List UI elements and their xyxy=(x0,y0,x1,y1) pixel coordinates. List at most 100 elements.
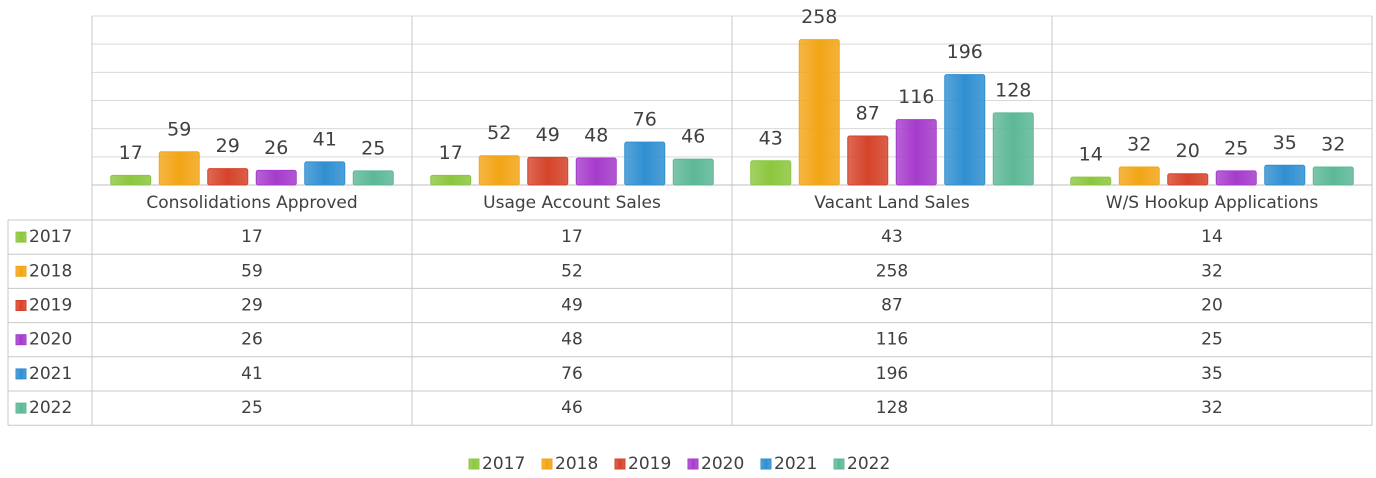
legend-key xyxy=(541,458,553,470)
table-cell: 59 xyxy=(241,261,263,281)
data-label: 20 xyxy=(1176,140,1200,162)
legend-key xyxy=(760,458,772,470)
data-label: 46 xyxy=(681,126,705,148)
table-row-label: 2022 xyxy=(29,398,72,418)
legend-key xyxy=(15,265,27,277)
bar xyxy=(798,39,840,186)
table-cell: 32 xyxy=(1201,398,1223,418)
legend-key xyxy=(15,402,27,414)
table-cell: 25 xyxy=(1201,330,1223,350)
data-label: 14 xyxy=(1079,144,1103,166)
x-tick-label: Usage Account Sales xyxy=(483,193,661,213)
legend-label: 2022 xyxy=(847,454,890,474)
bar xyxy=(478,155,520,186)
bar xyxy=(575,157,617,186)
bar xyxy=(352,170,394,186)
legend-key xyxy=(15,334,27,346)
data-label: 17 xyxy=(439,142,463,164)
data-label: 52 xyxy=(487,122,511,144)
table-row-label: 2021 xyxy=(29,364,72,384)
data-label: 41 xyxy=(313,128,337,150)
data-label: 116 xyxy=(898,86,934,108)
bar xyxy=(430,174,472,186)
x-tick-label: Vacant Land Sales xyxy=(814,193,970,213)
table-row-label: 2017 xyxy=(29,227,72,247)
legend-label: 2017 xyxy=(482,454,525,474)
data-label: 87 xyxy=(856,102,880,124)
table-cell: 26 xyxy=(241,330,263,350)
table-cell: 46 xyxy=(561,398,583,418)
bar xyxy=(1118,166,1160,186)
table-cell: 17 xyxy=(561,227,583,247)
data-label: 196 xyxy=(947,41,983,63)
legend-key xyxy=(833,458,845,470)
data-label: 17 xyxy=(119,142,143,164)
table-cell: 35 xyxy=(1201,364,1223,384)
table-cell: 258 xyxy=(876,261,908,281)
data-label: 29 xyxy=(216,135,240,157)
bar xyxy=(1070,176,1112,186)
legend-label: 2021 xyxy=(774,454,817,474)
table-cell: 32 xyxy=(1201,261,1223,281)
bar xyxy=(158,151,200,186)
legend-key xyxy=(15,300,27,311)
bar xyxy=(624,141,666,186)
data-label: 258 xyxy=(801,6,837,28)
bar xyxy=(895,119,937,186)
table-cell: 48 xyxy=(561,330,583,350)
data-label: 35 xyxy=(1273,132,1297,154)
bar xyxy=(1167,173,1209,186)
data-label: 26 xyxy=(264,137,288,159)
data-label: 32 xyxy=(1321,133,1345,155)
legend-key xyxy=(614,458,626,470)
table-cell: 128 xyxy=(876,398,908,418)
x-tick-label: W/S Hookup Applications xyxy=(1106,193,1319,213)
bar xyxy=(1215,170,1257,186)
table-cell: 116 xyxy=(876,330,908,350)
bar xyxy=(944,74,986,186)
bar xyxy=(527,156,569,186)
legend-label: 2020 xyxy=(701,454,744,474)
table-cell: 76 xyxy=(561,364,583,384)
table-cell: 87 xyxy=(881,296,903,316)
legend-label: 2019 xyxy=(628,454,671,474)
bar xyxy=(1264,164,1306,186)
table-cell: 49 xyxy=(561,296,583,316)
table-cell: 25 xyxy=(241,398,263,418)
table-cell: 41 xyxy=(241,364,263,384)
data-label: 59 xyxy=(167,118,191,140)
bar xyxy=(207,168,249,186)
bar xyxy=(304,161,346,186)
data-label: 128 xyxy=(995,79,1031,101)
bar xyxy=(110,174,152,186)
table-cell: 196 xyxy=(876,364,908,384)
legend-key xyxy=(468,458,480,470)
x-tick-label: Consolidations Approved xyxy=(146,193,357,213)
data-label: 25 xyxy=(1224,137,1248,159)
bar xyxy=(847,135,889,186)
table-row-label: 2019 xyxy=(29,296,72,316)
bar xyxy=(992,112,1034,186)
table-row-label: 2020 xyxy=(29,330,72,350)
table-cell: 43 xyxy=(881,227,903,247)
bar xyxy=(1312,166,1354,186)
data-label: 43 xyxy=(759,127,783,149)
table-row-label: 2018 xyxy=(29,261,72,281)
bar xyxy=(672,158,714,186)
table-cell: 29 xyxy=(241,296,263,316)
table-cell: 17 xyxy=(241,227,263,247)
data-label: 48 xyxy=(584,124,608,146)
legend-key xyxy=(15,368,27,380)
legend-key xyxy=(15,231,27,243)
data-label: 25 xyxy=(361,137,385,159)
data-label: 76 xyxy=(633,109,657,131)
data-label: 32 xyxy=(1127,133,1151,155)
table-cell: 14 xyxy=(1201,227,1223,247)
legend-label: 2018 xyxy=(555,454,598,474)
bar xyxy=(750,160,792,186)
data-label: 49 xyxy=(536,124,560,146)
table-cell: 20 xyxy=(1201,296,1223,316)
bar xyxy=(255,169,297,186)
table-cell: 52 xyxy=(561,261,583,281)
